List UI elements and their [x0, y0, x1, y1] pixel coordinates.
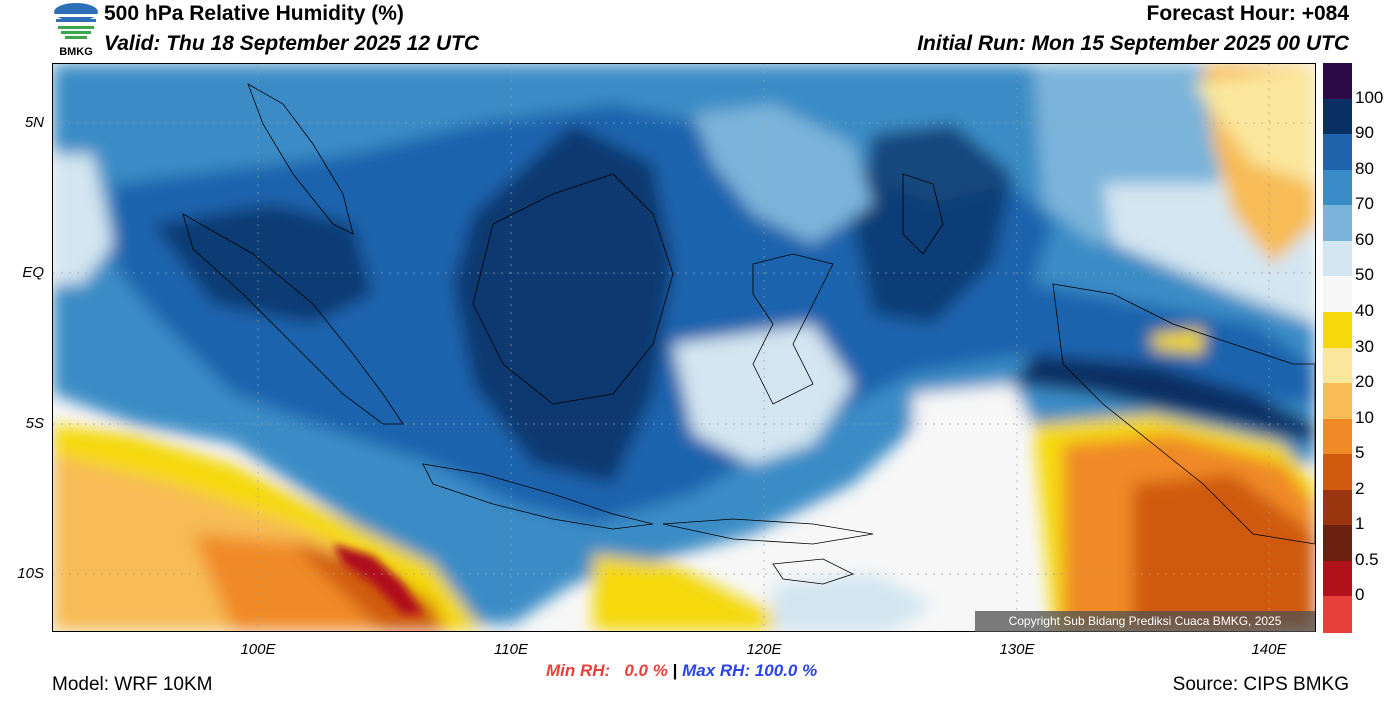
colorbar-label: 2 [1355, 478, 1365, 498]
colorbar-swatch [1323, 240, 1352, 277]
colorbar-label: 40 [1355, 300, 1374, 320]
colorbar-swatch [1323, 596, 1352, 633]
colorbar-swatch [1323, 63, 1352, 100]
colorbar-swatch [1323, 311, 1352, 348]
colorbar-label: 0 [1355, 585, 1365, 605]
colorbar-label: 80 [1355, 158, 1374, 178]
colorbar-swatch [1323, 98, 1352, 135]
model-label: Model: WRF 10KM [52, 674, 213, 695]
malay-peninsula-outline [247, 83, 354, 235]
colorbar-swatch [1323, 134, 1352, 171]
java-outline [422, 463, 654, 530]
colorbar-swatch [1323, 169, 1352, 206]
lon-label-140e: 140E [1251, 641, 1287, 658]
colorbar-label: 20 [1355, 372, 1374, 392]
colorbar-swatch [1323, 454, 1352, 491]
bmkg-logo: BMKG [52, 2, 100, 62]
humidity-field [53, 64, 1316, 631]
sumatra-outline [182, 213, 404, 425]
humidity-map: Copyright Sub Bidang Prediksi Cuaca BMKG… [52, 63, 1316, 632]
colorbar-label: 70 [1355, 194, 1374, 214]
colorbar-label: 5 [1355, 443, 1365, 463]
nusa-tenggara-outline [662, 518, 874, 545]
colorbar-swatch [1323, 383, 1352, 420]
colorbar-swatch [1323, 525, 1352, 562]
colorbar-swatch [1323, 489, 1352, 526]
colorbar-swatch [1323, 205, 1352, 242]
max-rh: Max RH: 100.0 % [682, 661, 818, 680]
min-rh: Min RH: 0.0 % [546, 661, 668, 680]
colorbar-label: 1 [1355, 514, 1365, 534]
copyright-notice: Copyright Sub Bidang Prediksi Cuaca BMKG… [975, 611, 1315, 632]
colorbar-swatch [1323, 276, 1352, 313]
colorbar-swatch [1323, 418, 1352, 455]
colorbar [1323, 63, 1352, 633]
lon-label-100e: 100E [240, 641, 276, 658]
mindanao-outline [902, 173, 944, 255]
initial-run: Initial Run: Mon 15 September 2025 00 UT… [917, 32, 1349, 55]
lat-label-5s: 5S [25, 415, 44, 432]
colorbar-label: 10 [1355, 407, 1374, 427]
lat-label-5n: 5N [24, 114, 44, 131]
min-max-rh: Min RH: 0.0 % | Max RH: 100.0 % [546, 661, 817, 681]
lon-label-130e: 130E [999, 641, 1035, 658]
timor-outline [772, 558, 855, 585]
sulawesi-outline [752, 253, 834, 405]
colorbar-swatch [1323, 347, 1352, 384]
logo-text: BMKG [59, 46, 93, 58]
lat-label-eq: EQ [22, 264, 44, 281]
valid-time: Valid: Thu 18 September 2025 12 UTC [104, 32, 480, 55]
map-title: 500 hPa Relative Humidity (%) [104, 2, 404, 25]
lat-label-10s: 10S [17, 565, 44, 582]
colorbar-label: 100 [1355, 87, 1384, 107]
colorbar-label: 50 [1355, 265, 1374, 285]
source-label: Source: CIPS BMKG [1172, 674, 1349, 695]
borneo-outline [472, 173, 674, 405]
lon-label-110e: 110E [494, 641, 528, 658]
forecast-hour: Forecast Hour: +084 [1146, 2, 1350, 25]
min-max-separator: | [672, 661, 678, 680]
colorbar-label: 0.5 [1355, 549, 1379, 569]
colorbar-label: 90 [1355, 123, 1374, 143]
colorbar-label: 60 [1355, 229, 1374, 249]
lon-label-120e: 120E [746, 641, 782, 658]
colorbar-label: 30 [1355, 336, 1374, 356]
colorbar-swatch [1323, 560, 1352, 597]
